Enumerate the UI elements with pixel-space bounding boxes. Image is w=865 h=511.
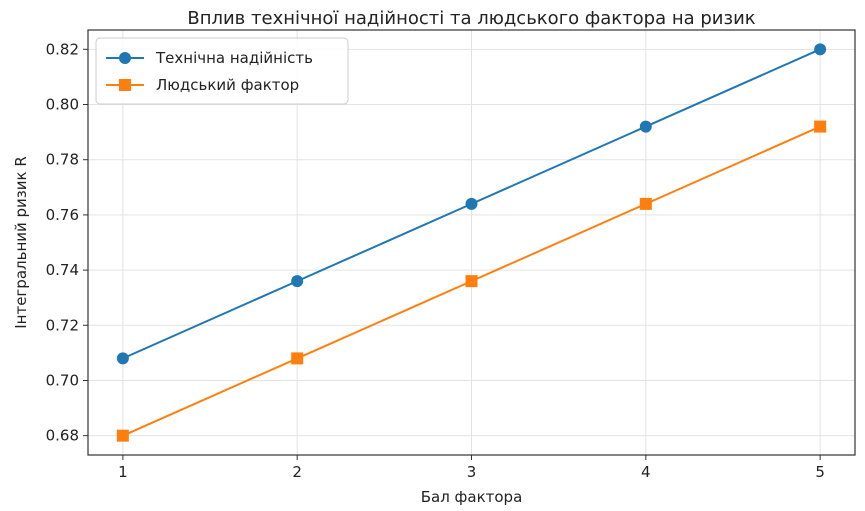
data-point [814,120,827,133]
data-point [116,352,129,365]
legend-label: Людський фактор [156,76,299,94]
y-tick-label: 0.72 [46,316,79,334]
series-layer [116,43,827,442]
legend-label: Технічна надійність [155,49,313,67]
x-tick-label: 2 [292,463,302,481]
y-tick-label: 0.68 [46,427,79,445]
y-tick-label: 0.76 [46,206,79,224]
y-tick-label: 0.70 [46,371,79,389]
y-tick-label: 0.82 [46,40,79,58]
data-point [291,275,304,288]
y-tick-label: 0.74 [46,261,79,279]
y-axis-title: Інтегральний ризик R [12,156,30,329]
legend-item: Технічна надійність [106,49,313,67]
data-point [116,429,129,442]
y-axis: 0.68 0.70 0.72 0.74 0.76 0.78 0.80 0.82 [46,40,88,445]
legend: Технічна надійність Людський фактор [95,37,349,105]
x-tick-label: 3 [467,463,477,481]
y-tick-label: 0.78 [46,151,79,169]
x-axis-title: Бал фактора [421,488,523,506]
x-tick-label: 5 [815,463,825,481]
legend-box [95,37,349,105]
x-tick-label: 1 [118,463,128,481]
data-point [291,352,304,365]
series-2 [116,120,827,442]
legend-item: Людський фактор [106,76,299,94]
data-point [465,197,478,210]
data-point [465,275,478,288]
y-tick-label: 0.80 [46,96,79,114]
x-tick-label: 4 [641,463,651,481]
chart-title: Вплив технічної надійності та людського … [187,8,755,29]
legend-marker [119,52,131,64]
legend-marker [119,79,131,91]
series-1 [116,43,827,365]
data-point [639,197,652,210]
data-point [814,43,827,56]
data-point [639,120,652,133]
grid [88,30,855,455]
x-axis: 1 2 3 4 5 [118,455,825,481]
